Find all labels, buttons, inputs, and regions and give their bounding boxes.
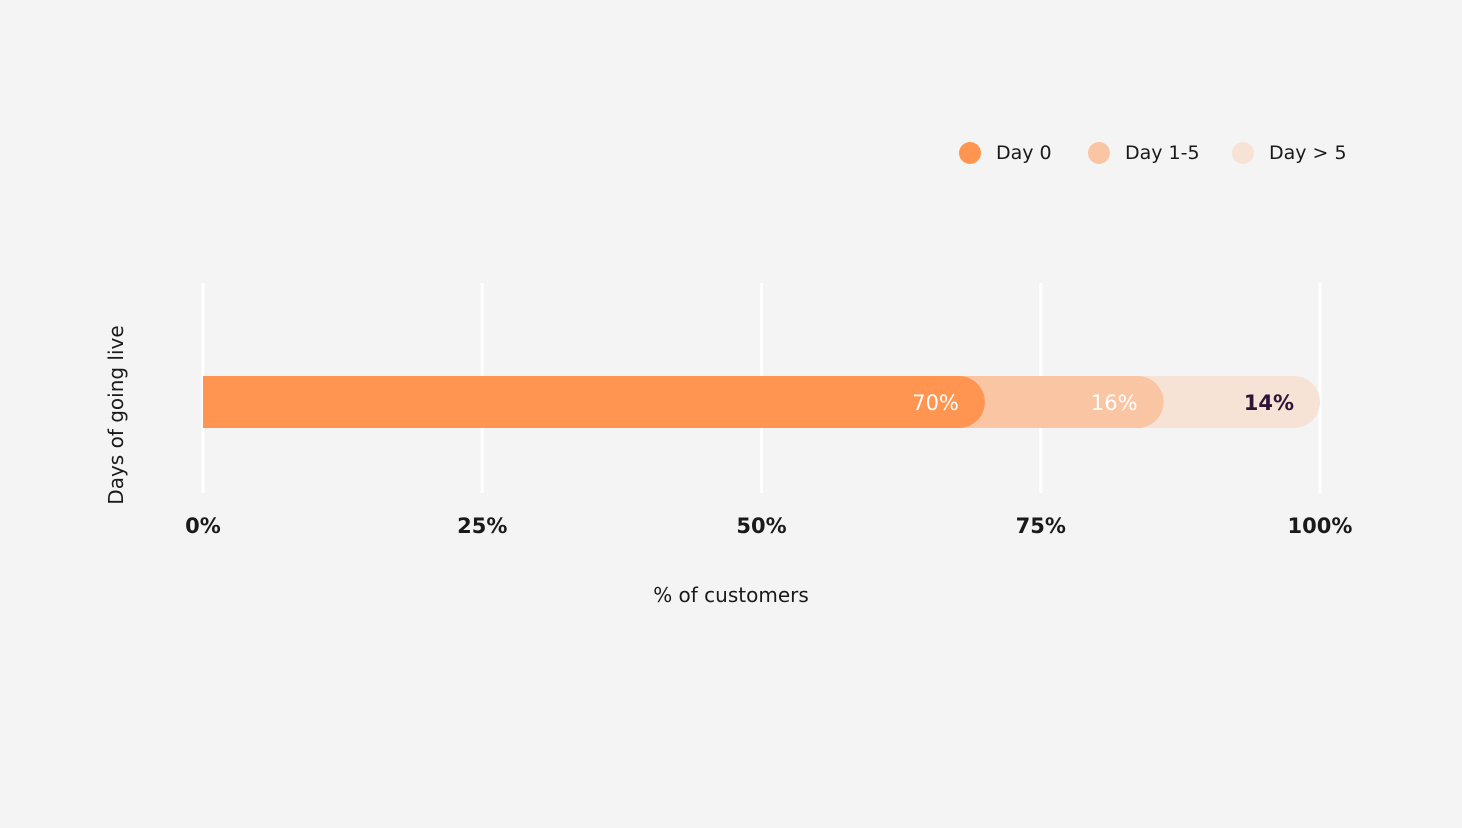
y-axis-title: Days of going live <box>104 325 128 504</box>
x-axis-title: % of customers <box>653 583 809 607</box>
bar-data-label: 14% <box>1244 391 1294 415</box>
bar-data-label: 16% <box>1091 391 1138 415</box>
x-tick-label: 100% <box>1288 514 1353 538</box>
x-tick-label: 25% <box>457 514 507 538</box>
bar-segment <box>1137 376 1320 428</box>
legend: Day 0 Day 1-5 Day > 5 <box>959 142 1347 164</box>
bar-segments <box>203 376 1320 428</box>
legend-label: Day > 5 <box>1269 142 1347 164</box>
bar-segment <box>958 376 1164 428</box>
legend-label: Day 0 <box>996 142 1052 164</box>
bar-data-label: 70% <box>912 391 959 415</box>
legend-swatch <box>959 142 981 164</box>
legend-label: Day 1-5 <box>1125 142 1200 164</box>
x-tick-labels: 0% 25% 50% 75% 100% <box>185 514 1352 538</box>
x-tick-label: 50% <box>736 514 786 538</box>
legend-swatch <box>1088 142 1110 164</box>
legend-swatch <box>1232 142 1254 164</box>
bar-segment <box>203 376 985 428</box>
x-tick-label: 0% <box>185 514 221 538</box>
segment-labels: 70% 16% 14% <box>912 391 1294 415</box>
x-tick-label: 75% <box>1016 514 1066 538</box>
